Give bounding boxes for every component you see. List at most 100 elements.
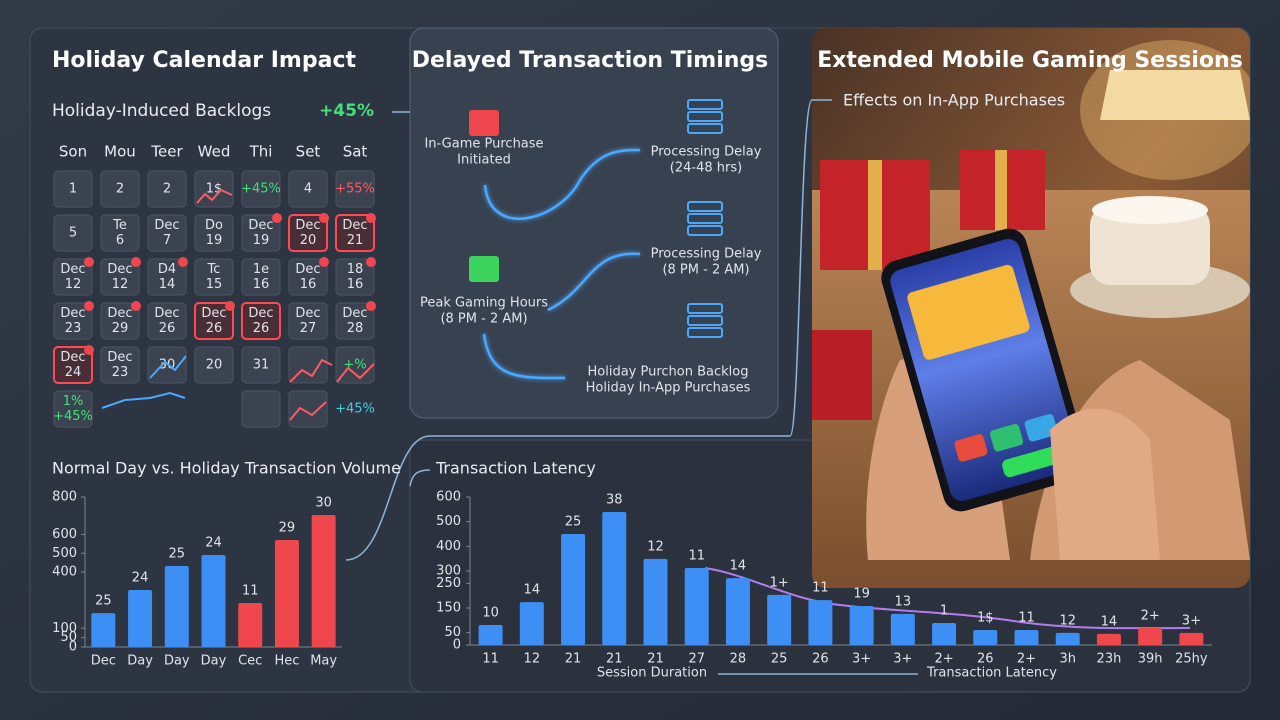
flow-node-label: Processing Delay xyxy=(651,145,762,160)
sparkline xyxy=(101,391,186,409)
bar-annotation: 1 xyxy=(940,604,948,619)
calendar-cell xyxy=(241,170,281,208)
calendar-cell-text: +55% xyxy=(335,182,375,197)
sparkline xyxy=(336,363,375,383)
calendar-cell xyxy=(100,302,140,340)
calendar-cell xyxy=(100,346,140,384)
calendar-cell-text: 20 xyxy=(206,358,223,373)
alert-dot xyxy=(366,257,376,267)
calendar-cell-text: 31 xyxy=(253,358,270,373)
flow-title: Delayed Transaction Timings xyxy=(412,48,769,73)
bar xyxy=(849,606,874,645)
bar-annotation: 11 xyxy=(688,549,705,564)
calendar-cell-text: Dec xyxy=(107,350,132,365)
calendar-cell-text: 5 xyxy=(69,226,77,241)
calendar-cell-text: 1 xyxy=(69,182,77,197)
flow-panel xyxy=(409,27,779,419)
calendar-cell-text: 20 xyxy=(300,233,317,248)
calendar-cell xyxy=(241,346,281,384)
y-tick-label: 400 xyxy=(52,565,77,580)
bar xyxy=(973,629,998,645)
photo-subtitle: Effects on In-App Purchases xyxy=(843,91,1065,110)
x-tick-label: 28 xyxy=(730,652,747,667)
calendar-cell-text: +45% xyxy=(53,409,93,424)
calendar-cell-text: 12 xyxy=(112,277,129,292)
calendar-cell xyxy=(288,258,328,296)
calendar-cell xyxy=(53,346,93,384)
bar-annotation: 1$ xyxy=(977,610,994,625)
bar xyxy=(932,623,957,645)
y-tick-label: 600 xyxy=(436,490,461,505)
calendar-cell xyxy=(335,214,375,252)
bar-annotation: 11 xyxy=(812,581,829,596)
calendar-cell xyxy=(147,302,187,340)
sparkline xyxy=(149,355,187,379)
weekday: Mou xyxy=(104,143,136,161)
x-tick-label: 3h xyxy=(1059,652,1076,667)
bar xyxy=(808,600,833,645)
calendar-cell xyxy=(53,214,93,252)
calendar-cell xyxy=(53,258,93,296)
calendar-cell-text: Dec xyxy=(154,218,179,233)
alert-dot xyxy=(366,301,376,311)
calendar-cell-text: 15 xyxy=(206,277,223,292)
calendar-cell xyxy=(288,214,328,252)
chart-title: Normal Day vs. Holiday Transaction Volum… xyxy=(52,459,401,478)
bar xyxy=(643,558,668,645)
bar xyxy=(164,566,189,647)
calendar-cell-text: Dec xyxy=(60,306,85,321)
calendar-cell xyxy=(147,170,187,208)
calendar-cell-text: 23 xyxy=(65,321,82,336)
y-tick-label: 0 xyxy=(69,640,77,655)
calendar-cell-text: 1% xyxy=(63,394,84,409)
bar xyxy=(561,534,586,645)
weekday: Teer xyxy=(150,143,183,161)
calendar-cell xyxy=(288,170,328,208)
calendar-cell-text: D4 xyxy=(158,262,176,277)
calendar-cell-text: 26 xyxy=(206,321,223,336)
y-tick-label: 250 xyxy=(436,576,461,591)
flow-node-label: (8 PM - 2 AM) xyxy=(440,312,527,327)
calendar-cell-text: 6 xyxy=(116,233,124,248)
bar-annotation: 12 xyxy=(1059,613,1076,628)
bar xyxy=(91,613,116,647)
calendar-cell-text: 19 xyxy=(206,233,223,248)
y-tick-label: 50 xyxy=(60,630,77,645)
calendar-cell-text: +45% xyxy=(335,402,375,417)
bar-annotation: 12 xyxy=(647,539,664,554)
calendar-cell-text: 4 xyxy=(304,182,312,197)
connectors xyxy=(345,99,918,675)
flow-node-label: (8 PM - 2 AM) xyxy=(662,263,749,278)
bar xyxy=(767,594,792,645)
calendar-title: Holiday Calendar Impact xyxy=(52,48,356,73)
bar-annotation: 11 xyxy=(1018,610,1035,625)
calendar-subtitle: Holiday-Induced Backlogs xyxy=(52,101,271,121)
calendar-cell xyxy=(241,302,281,340)
bar-annotation: 10 xyxy=(482,606,499,621)
calendar-cell-text: Dec xyxy=(60,350,85,365)
calendar-cell xyxy=(288,390,328,428)
bar-annotation: 25 xyxy=(169,547,186,562)
calendar-cell-text: 7 xyxy=(163,233,171,248)
bar xyxy=(1096,633,1121,645)
calendar-cell-text: +45% xyxy=(241,182,281,197)
server-icons xyxy=(687,99,723,338)
calendar-cell-text: 1e xyxy=(253,262,269,277)
calendar-cell-text: Dec xyxy=(107,262,132,277)
calendar-cell-text: Dec xyxy=(295,306,320,321)
calendar-cell-text: 29 xyxy=(112,321,129,336)
flow-icons xyxy=(469,99,723,338)
calendar-cell-text: 26 xyxy=(159,321,176,336)
calendar-cell-text: Dec xyxy=(342,218,367,233)
bar xyxy=(311,515,336,647)
calendar-badge: +45% xyxy=(319,101,374,121)
alert-dot xyxy=(84,257,94,267)
x-tick-label: 3+ xyxy=(893,652,912,667)
x-tick-label: May xyxy=(310,654,337,669)
flow-node-label: Processing Delay xyxy=(651,247,762,262)
calendar-cell-text: 16 xyxy=(300,277,317,292)
y-tick-label: 100 xyxy=(52,621,77,636)
bar-annotation: 30 xyxy=(315,496,332,511)
bar xyxy=(684,568,709,645)
bar-annotation: 25 xyxy=(95,594,112,609)
